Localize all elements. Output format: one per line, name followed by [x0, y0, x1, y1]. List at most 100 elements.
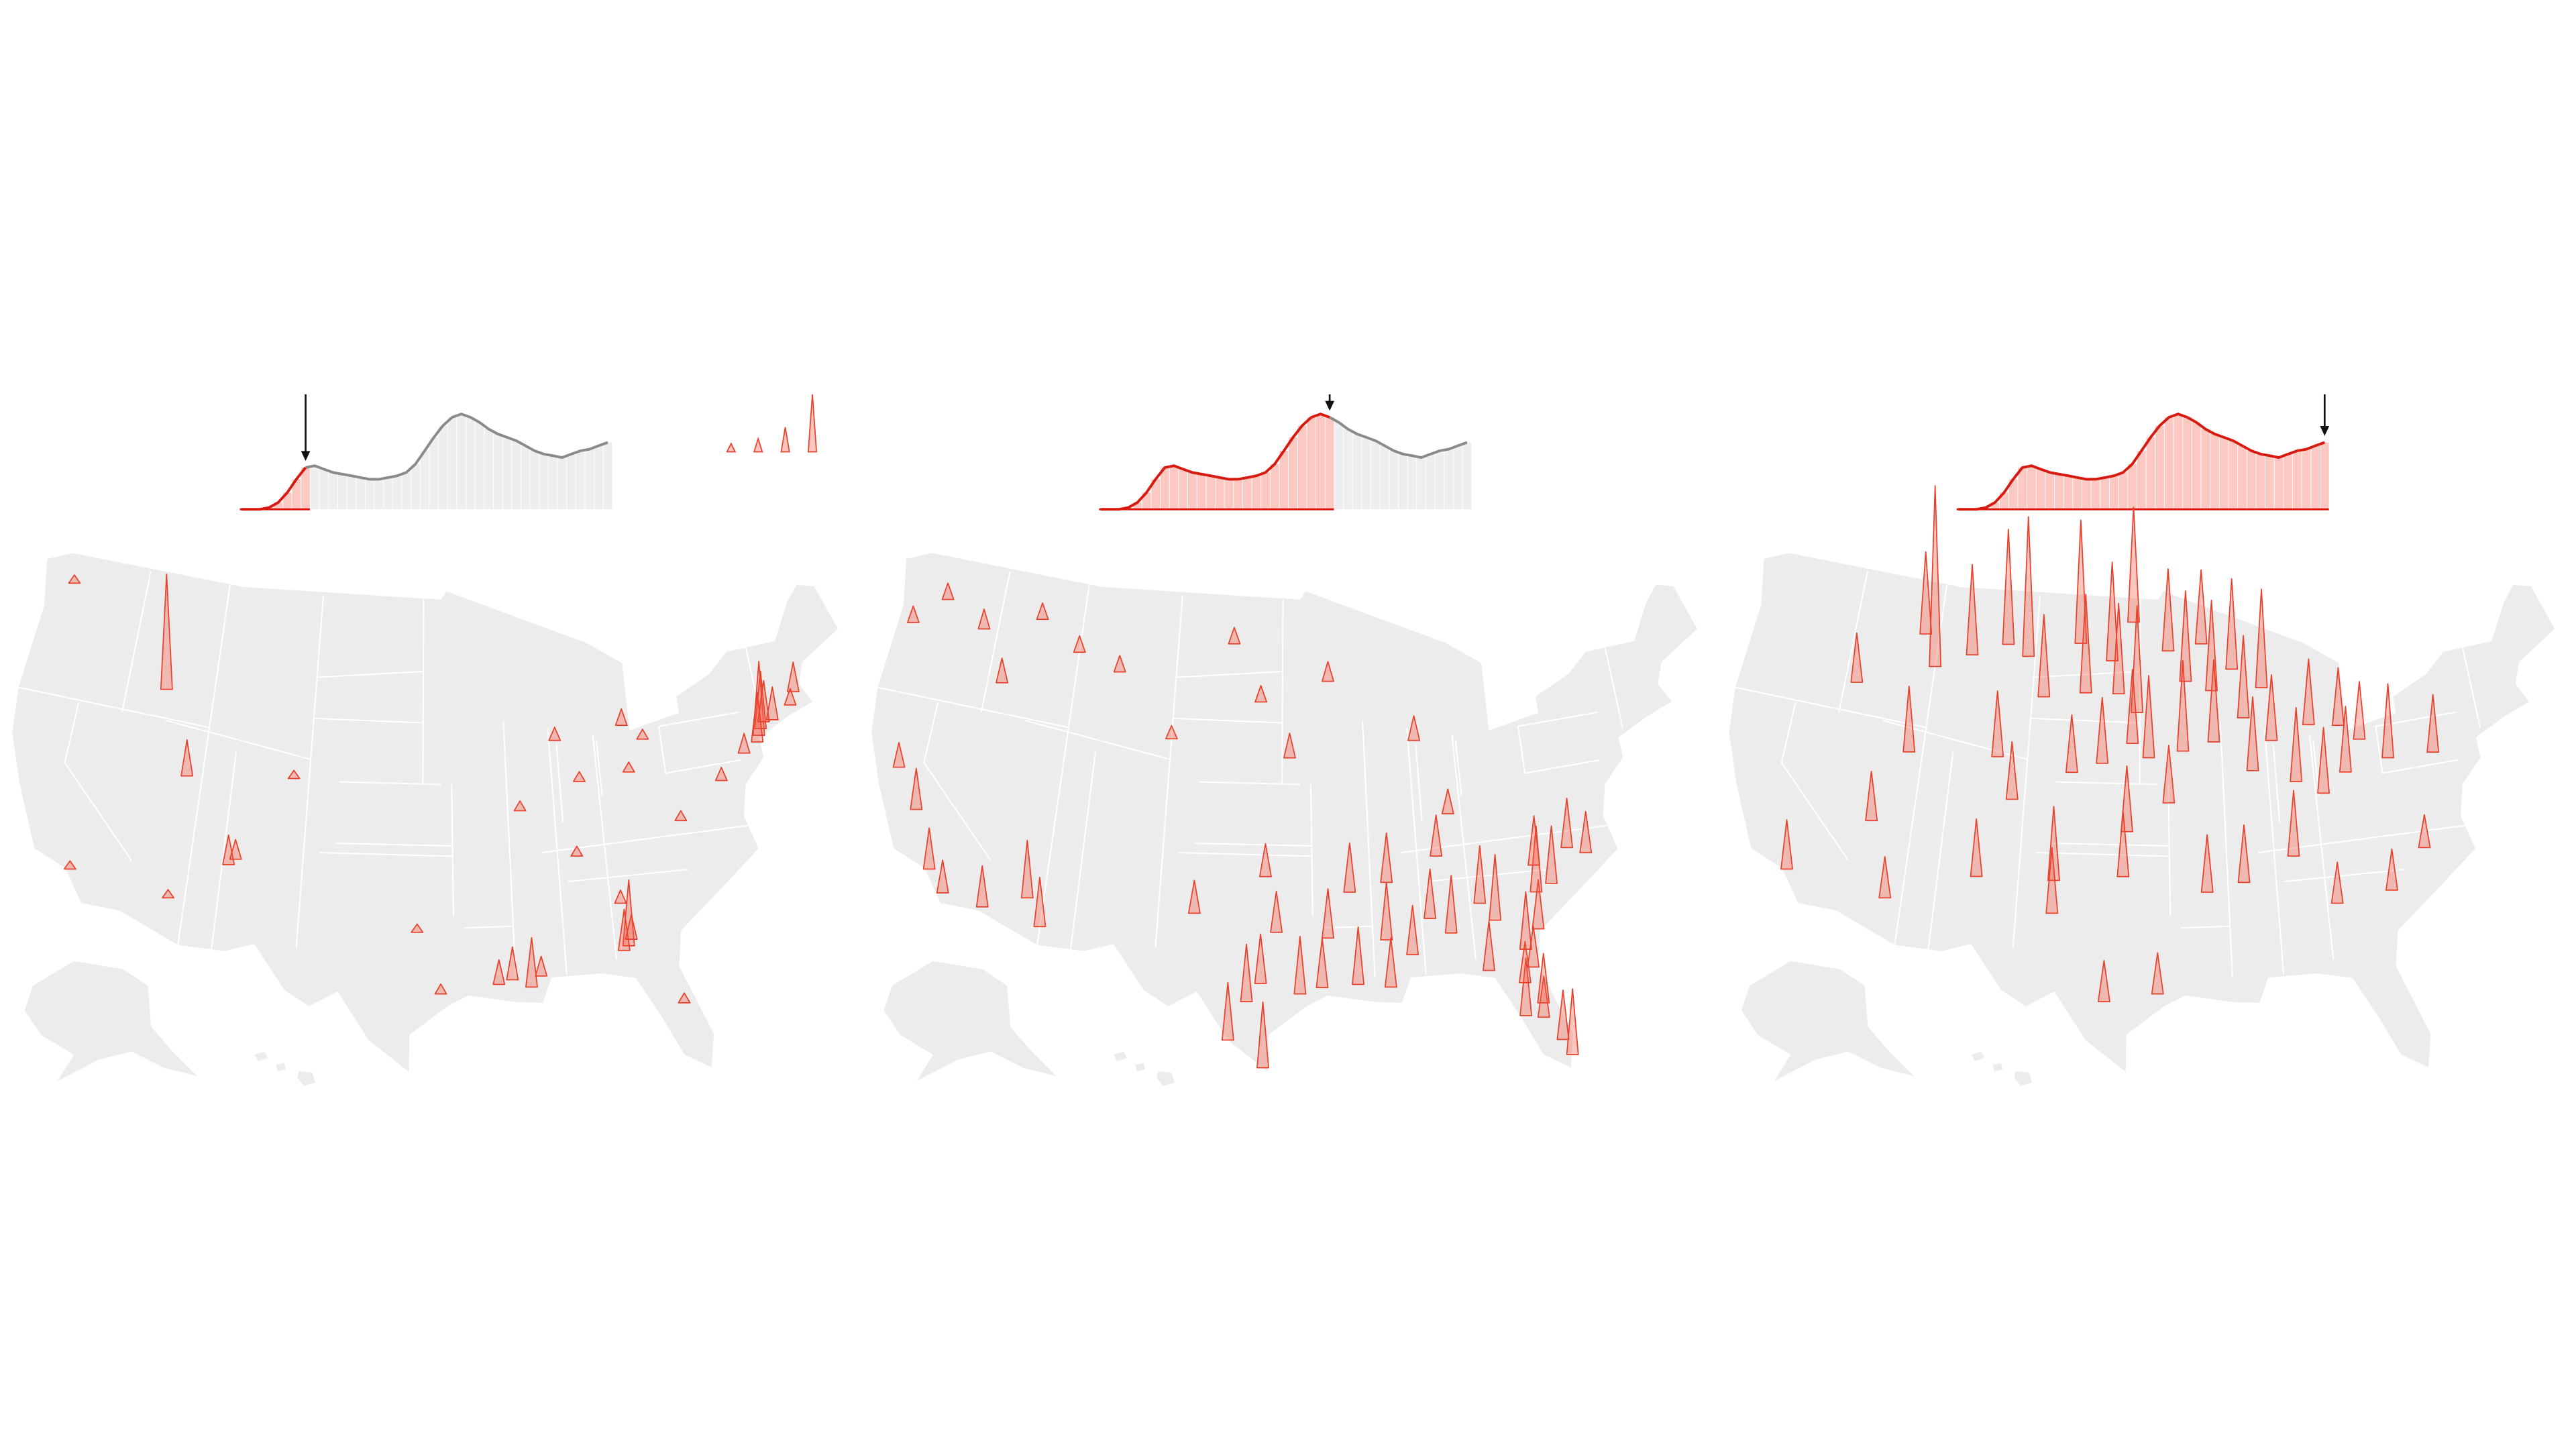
case-spike — [1441, 788, 1454, 814]
case-spike — [2331, 667, 2345, 727]
sparkline-bar — [475, 422, 484, 510]
sparkline-bar — [2155, 425, 2164, 510]
case-spike — [2339, 705, 2352, 773]
sparkline-bar — [2292, 450, 2302, 510]
sparkline-bar — [2045, 472, 2055, 510]
sparkline-bar — [1407, 455, 1417, 510]
state-border — [1406, 729, 1427, 975]
sparkline-bar — [2109, 476, 2118, 510]
case-spike — [936, 859, 949, 894]
case-spike — [714, 767, 728, 782]
state-border — [2272, 744, 2281, 822]
case-spike — [2097, 960, 2110, 1003]
sparkline-bar — [1197, 474, 1206, 510]
sparkline-bar — [2302, 449, 2311, 510]
state-border — [64, 702, 132, 861]
sparkline-bar — [1316, 414, 1325, 510]
case-spike — [2179, 590, 2192, 682]
state-border — [2033, 670, 2141, 678]
state-border — [592, 735, 618, 960]
sparkline-bar — [2164, 417, 2174, 510]
sparkline-bar — [1334, 422, 1344, 510]
state-border — [317, 670, 424, 678]
sparkline-bar — [1206, 476, 1216, 510]
case-spike — [180, 739, 194, 777]
sparkline-bar — [2174, 414, 2183, 510]
case-spike — [2237, 635, 2250, 718]
state-border — [1415, 744, 1423, 822]
case-spike — [2255, 588, 2268, 689]
state-border — [1322, 925, 1373, 929]
state-border — [2219, 720, 2233, 978]
sparkline-bar — [1215, 477, 1224, 510]
case-spike — [1902, 686, 1916, 753]
case-spike — [2096, 696, 2109, 764]
state-border — [451, 784, 454, 916]
case-spike — [2290, 706, 2303, 782]
sparkline-bar — [2219, 437, 2229, 510]
state-border — [658, 711, 739, 727]
case-spike — [1850, 632, 1864, 683]
case-spike — [1537, 975, 1550, 1018]
sparkline-bar — [447, 417, 457, 510]
case-spike — [229, 839, 242, 860]
state-border — [339, 781, 441, 786]
state-border — [568, 869, 689, 883]
sparkline-bar — [1325, 417, 1334, 510]
sparkline-bar — [392, 476, 402, 510]
alaska — [883, 961, 1057, 1081]
sparkline-bar — [1380, 445, 1389, 510]
state-border — [1178, 852, 1312, 857]
case-spike — [548, 727, 561, 741]
case-spike — [570, 845, 584, 857]
case-spike — [1165, 724, 1178, 740]
state-border — [1517, 726, 1601, 774]
sparkline-bar — [512, 441, 521, 510]
sparkline-bar — [1371, 441, 1380, 510]
case-spike — [1322, 661, 1334, 682]
case-spike — [625, 914, 638, 940]
sparkline-bar — [274, 502, 282, 510]
sparkline-bar — [2320, 442, 2329, 510]
case-spike — [2142, 675, 2155, 759]
case-spike — [2207, 659, 2220, 743]
state-border — [319, 852, 453, 857]
us-land — [12, 553, 838, 1072]
state-border — [1024, 719, 1171, 760]
state-border — [1400, 824, 1609, 853]
sparkline-bar — [310, 466, 319, 510]
sparkline-bar — [603, 442, 612, 510]
state-border — [313, 717, 423, 724]
case-spike — [2116, 810, 2130, 877]
state-border — [1070, 751, 1096, 950]
sparkline-bar — [356, 477, 365, 510]
state-border — [1176, 670, 1283, 678]
sparkline-bar — [521, 445, 530, 510]
case-spike — [2161, 568, 2175, 652]
state-border — [2030, 717, 2141, 724]
case-spike — [1228, 627, 1241, 645]
sparkline-bar — [2265, 455, 2274, 510]
date-arrowhead — [2320, 426, 2330, 436]
case-spike — [2418, 814, 2431, 849]
sparkline-bar — [557, 457, 567, 510]
state-border — [1604, 647, 1623, 729]
case-spike — [1424, 868, 1437, 919]
sparkline-bar — [2311, 445, 2320, 510]
case-spike — [1113, 655, 1126, 673]
sparkline-bar — [1187, 472, 1197, 510]
sparkline-bar — [1252, 476, 1261, 510]
case-spike — [1527, 815, 1541, 866]
case-spike — [1343, 842, 1356, 893]
hawaii — [1971, 1051, 2033, 1086]
case-spike — [1283, 733, 1296, 759]
case-spike — [2079, 593, 2092, 694]
case-spike — [757, 680, 770, 722]
case-spike — [1073, 635, 1086, 653]
map-panel — [12, 394, 838, 1086]
case-spike — [1780, 819, 1793, 870]
sparkline-bar — [2284, 453, 2293, 510]
state-border — [2036, 852, 2169, 857]
state-border — [1927, 751, 1954, 950]
